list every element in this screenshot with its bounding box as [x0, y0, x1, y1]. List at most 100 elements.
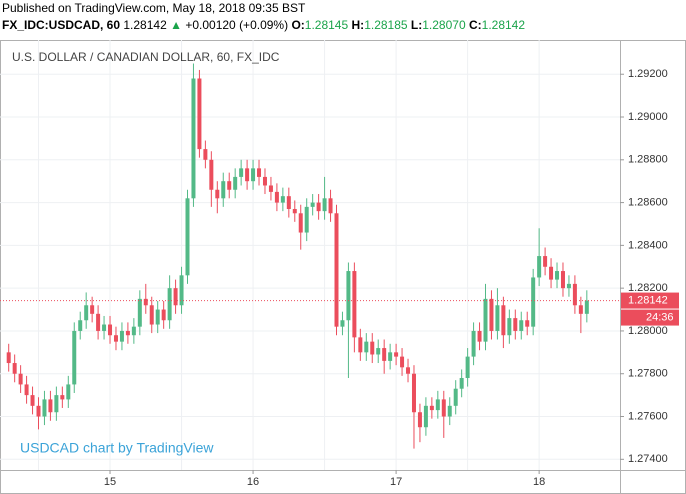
- candle-body: [489, 298, 494, 331]
- quote-line: FX_IDC:USDCAD, 60 1.28142 ▲ +0.00120 (+0…: [2, 18, 525, 32]
- candle-body: [113, 335, 118, 342]
- candle-body: [566, 283, 571, 289]
- x-tick-label: 18: [533, 476, 545, 488]
- countdown-box: [621, 309, 679, 326]
- candle-body: [167, 288, 172, 321]
- candle-body: [358, 337, 363, 353]
- candle-body: [72, 330, 77, 385]
- candle-body: [429, 405, 434, 411]
- candle-body: [197, 78, 202, 150]
- candle-body: [274, 191, 279, 203]
- candle-body: [364, 341, 369, 353]
- candle-body: [90, 305, 95, 314]
- candle-body: [543, 256, 548, 267]
- candle-body: [54, 395, 59, 413]
- candle-body: [388, 352, 393, 361]
- countdown: 24:36: [646, 311, 674, 323]
- candle-body: [298, 213, 303, 233]
- y-tick-label: 1.28400: [628, 239, 668, 251]
- candle-body: [257, 168, 262, 177]
- candle-body: [12, 363, 17, 374]
- l: 1.28070: [422, 18, 466, 32]
- candle-body: [155, 309, 160, 325]
- candle-body: [423, 405, 428, 428]
- candle-body: [292, 209, 297, 214]
- candle-body: [30, 395, 35, 406]
- candle-body: [310, 202, 315, 207]
- candle-body: [60, 395, 65, 400]
- y-tick-label: 1.28000: [628, 325, 668, 337]
- candle-body: [233, 176, 238, 190]
- candle-body: [584, 300, 589, 314]
- candle-body: [161, 309, 166, 321]
- last-price-box: [621, 292, 679, 309]
- candle-body: [125, 330, 130, 336]
- h-label: H:: [351, 18, 365, 32]
- y-tick-label: 1.28800: [628, 154, 668, 166]
- y-tick-label: 1.27800: [628, 368, 668, 380]
- candle-body: [203, 149, 208, 160]
- candle-body: [304, 206, 309, 233]
- candle-body: [352, 271, 357, 338]
- x-tick-label: 16: [247, 476, 259, 488]
- candle-body: [495, 305, 500, 331]
- candle-body: [513, 318, 518, 331]
- candle-body: [239, 168, 244, 177]
- candle-body: [24, 384, 29, 396]
- candle-body: [102, 324, 107, 331]
- c-label: C:: [468, 18, 482, 32]
- change: +0.00120 (+0.09%): [185, 18, 289, 32]
- candle-body: [316, 202, 321, 212]
- candle-body: [108, 324, 113, 336]
- y-tick-label: 1.28200: [628, 282, 668, 294]
- y-tick-label: 1.29000: [628, 111, 668, 123]
- header: Published on TradingView.com, May 18, 20…: [0, 0, 686, 40]
- candle-body: [435, 399, 440, 411]
- candle-body: [340, 320, 345, 327]
- candle-body: [78, 320, 83, 331]
- y-tick-label: 1.29200: [628, 68, 668, 80]
- candle-body: [262, 176, 267, 186]
- candle-body: [483, 298, 488, 342]
- h: 1.28185: [364, 18, 408, 32]
- candle-body: [453, 388, 458, 406]
- arrow: ▲: [170, 18, 182, 32]
- candle-body: [191, 78, 196, 199]
- y-tick-label: 1.27400: [628, 453, 668, 465]
- candle-body: [531, 277, 536, 327]
- candle-body: [185, 198, 190, 276]
- candle-body: [221, 181, 226, 199]
- candle-body: [131, 326, 136, 336]
- candle-body: [227, 181, 232, 190]
- l-label: L:: [410, 18, 423, 32]
- c: 1.28142: [481, 18, 526, 32]
- candle-body: [48, 399, 53, 413]
- candle-body: [507, 318, 512, 336]
- candle-body: [173, 288, 178, 306]
- candle-body: [36, 405, 41, 417]
- candle-body: [376, 348, 381, 355]
- o-label: O:: [291, 18, 305, 32]
- candle-body: [179, 275, 184, 306]
- candle-body: [215, 189, 220, 199]
- candle-body: [137, 298, 142, 327]
- candle-body: [96, 313, 101, 331]
- candle-body: [406, 367, 411, 374]
- candle-body: [251, 168, 256, 182]
- candle-body: [245, 168, 250, 182]
- candle-body: [578, 305, 583, 314]
- o: 1.28145: [304, 18, 349, 32]
- candle-body: [18, 373, 23, 385]
- candle-body: [411, 373, 416, 413]
- candle-body: [322, 198, 327, 212]
- candle-body: [560, 271, 565, 289]
- candle-body: [400, 356, 405, 368]
- published: Published on TradingView.com, May 18, 20…: [2, 1, 306, 15]
- y-tick-label: 1.27600: [628, 410, 668, 422]
- candle-body: [143, 298, 148, 306]
- candle-body: [459, 378, 464, 389]
- watermark: USDCAD chart by TradingView: [20, 440, 214, 456]
- candle-body: [525, 320, 530, 327]
